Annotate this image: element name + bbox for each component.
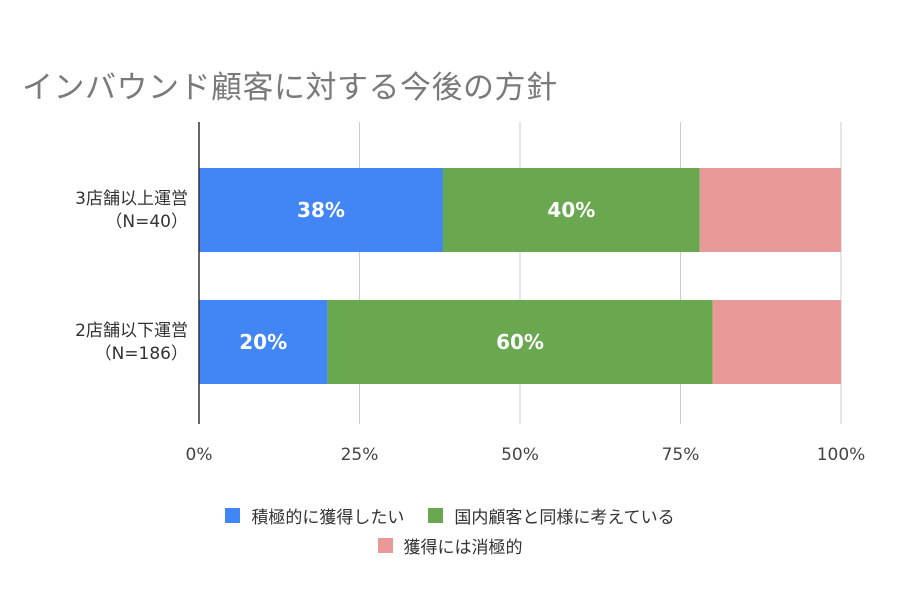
data-label: 60% (496, 330, 544, 354)
bar-segment (199, 168, 443, 252)
legend-row: 積極的に獲得したい 国内顧客と同様に考えている (0, 500, 900, 530)
legend: 積極的に獲得したい 国内顧客と同様に考えている 獲得には消極的 (0, 500, 900, 560)
bar-segment (699, 168, 841, 252)
legend-swatch (428, 507, 444, 523)
legend-swatch (377, 537, 393, 553)
legend-label: 積極的に獲得したい (251, 507, 405, 528)
x-tick-label: 25% (341, 445, 379, 465)
data-label: 38% (297, 198, 345, 222)
chart-title: インバウンド顧客に対する今後の方針 (22, 70, 558, 106)
category-label: （N=40） (105, 212, 188, 232)
x-tick-label: 50% (501, 445, 539, 465)
category-label: 2店舗以下運営 (75, 321, 188, 341)
data-label: 40% (547, 198, 595, 222)
x-tick-label: 0% (186, 445, 213, 465)
legend-item: 積極的に獲得したい (225, 503, 404, 528)
bar-segment (327, 300, 713, 384)
legend-swatch (225, 507, 241, 523)
legend-item: 国内顧客と同様に考えている (428, 503, 675, 528)
bar-segment (712, 300, 841, 384)
x-tick-label: 75% (662, 445, 700, 465)
bar-segment (442, 168, 700, 252)
legend-item: 獲得には消極的 (377, 533, 523, 558)
category-label: （N=186） (95, 344, 188, 364)
legend-row: 獲得には消極的 (0, 530, 900, 560)
bar-segment (199, 300, 328, 384)
data-label: 20% (239, 330, 287, 354)
category-label: 3店舗以上運営 (75, 189, 188, 209)
x-tick-label: 100% (817, 445, 866, 465)
legend-label: 国内顧客と同様に考えている (454, 507, 675, 528)
legend-label: 獲得には消極的 (403, 537, 523, 558)
